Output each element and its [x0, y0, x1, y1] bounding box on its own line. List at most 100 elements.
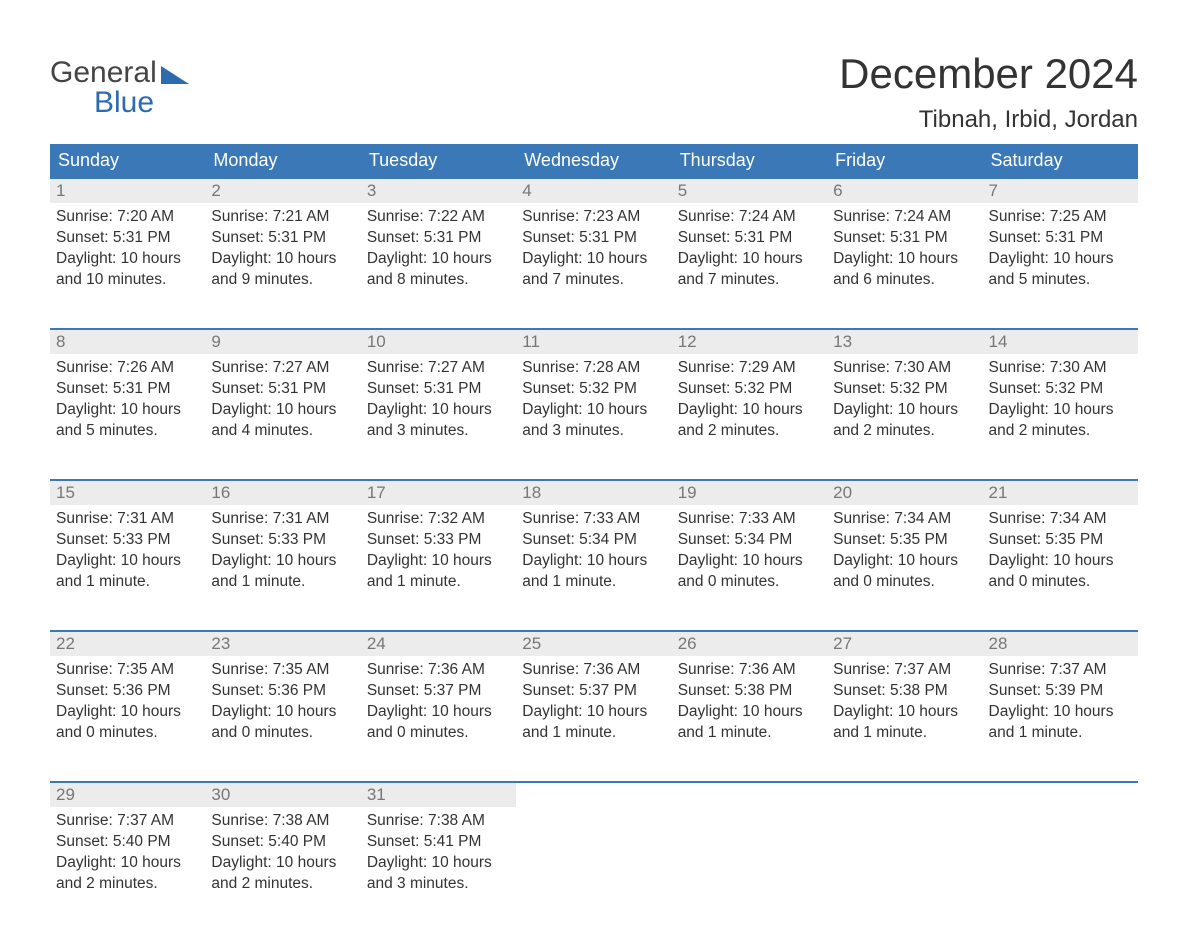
sunset-line: Sunset: 5:35 PM [989, 530, 1132, 551]
sunrise-line: Sunrise: 7:38 AM [211, 811, 354, 832]
week-content-row: Sunrise: 7:20 AMSunset: 5:31 PMDaylight:… [50, 203, 1138, 329]
daylight-line: Daylight: 10 hours and 4 minutes. [211, 400, 354, 442]
day-number: 15 [50, 480, 205, 505]
sunset-line: Sunset: 5:33 PM [367, 530, 510, 551]
sunset-line: Sunset: 5:37 PM [522, 681, 665, 702]
day-number: 25 [516, 631, 671, 656]
day-number: 14 [983, 329, 1138, 354]
daylight-line: Daylight: 10 hours and 2 minutes. [678, 400, 821, 442]
daylight-line: Daylight: 10 hours and 0 minutes. [989, 551, 1132, 593]
day-cell: Sunrise: 7:36 AMSunset: 5:37 PMDaylight:… [516, 656, 671, 782]
sunset-line: Sunset: 5:35 PM [833, 530, 976, 551]
location: Tibnah, Irbid, Jordan [839, 106, 1138, 134]
day-number: 22 [50, 631, 205, 656]
sunrise-line: Sunrise: 7:26 AM [56, 358, 199, 379]
day-number [983, 782, 1138, 807]
day-number: 23 [205, 631, 360, 656]
day-cell: Sunrise: 7:26 AMSunset: 5:31 PMDaylight:… [50, 354, 205, 480]
col-sun: Sunday [50, 144, 205, 178]
col-mon: Monday [205, 144, 360, 178]
sunset-line: Sunset: 5:38 PM [678, 681, 821, 702]
sunrise-line: Sunrise: 7:35 AM [56, 660, 199, 681]
day-cell: Sunrise: 7:34 AMSunset: 5:35 PMDaylight:… [983, 505, 1138, 631]
day-number: 10 [361, 329, 516, 354]
day-cell: Sunrise: 7:38 AMSunset: 5:40 PMDaylight:… [205, 807, 360, 933]
day-number: 13 [827, 329, 982, 354]
daylight-line: Daylight: 10 hours and 3 minutes. [367, 400, 510, 442]
day-cell [983, 807, 1138, 933]
day-cell: Sunrise: 7:34 AMSunset: 5:35 PMDaylight:… [827, 505, 982, 631]
logo-text-line2: Blue [94, 88, 189, 118]
day-number [827, 782, 982, 807]
day-number: 28 [983, 631, 1138, 656]
day-number: 4 [516, 178, 671, 203]
day-number: 1 [50, 178, 205, 203]
day-number: 21 [983, 480, 1138, 505]
sunset-line: Sunset: 5:36 PM [56, 681, 199, 702]
day-number: 16 [205, 480, 360, 505]
sunset-line: Sunset: 5:39 PM [989, 681, 1132, 702]
sunrise-line: Sunrise: 7:22 AM [367, 207, 510, 228]
sunrise-line: Sunrise: 7:30 AM [833, 358, 976, 379]
day-cell: Sunrise: 7:35 AMSunset: 5:36 PMDaylight:… [205, 656, 360, 782]
daylight-line: Daylight: 10 hours and 2 minutes. [833, 400, 976, 442]
day-cell: Sunrise: 7:37 AMSunset: 5:38 PMDaylight:… [827, 656, 982, 782]
daylight-line: Daylight: 10 hours and 1 minute. [989, 702, 1132, 744]
day-cell: Sunrise: 7:35 AMSunset: 5:36 PMDaylight:… [50, 656, 205, 782]
sunrise-line: Sunrise: 7:37 AM [833, 660, 976, 681]
col-sat: Saturday [983, 144, 1138, 178]
sunrise-line: Sunrise: 7:34 AM [989, 509, 1132, 530]
logo-text-line1: General [50, 58, 157, 88]
sunrise-line: Sunrise: 7:23 AM [522, 207, 665, 228]
weekday-header-row: Sunday Monday Tuesday Wednesday Thursday… [50, 144, 1138, 178]
week-content-row: Sunrise: 7:37 AMSunset: 5:40 PMDaylight:… [50, 807, 1138, 933]
sunrise-line: Sunrise: 7:24 AM [833, 207, 976, 228]
week-daynum-row: 891011121314 [50, 329, 1138, 354]
sunrise-line: Sunrise: 7:38 AM [367, 811, 510, 832]
header: General Blue December 2024 Tibnah, Irbid… [50, 50, 1138, 134]
sunrise-line: Sunrise: 7:33 AM [522, 509, 665, 530]
title-block: December 2024 Tibnah, Irbid, Jordan [839, 50, 1138, 134]
col-tue: Tuesday [361, 144, 516, 178]
day-cell: Sunrise: 7:37 AMSunset: 5:39 PMDaylight:… [983, 656, 1138, 782]
day-cell: Sunrise: 7:27 AMSunset: 5:31 PMDaylight:… [205, 354, 360, 480]
sunrise-line: Sunrise: 7:20 AM [56, 207, 199, 228]
sunset-line: Sunset: 5:38 PM [833, 681, 976, 702]
calendar-table: Sunday Monday Tuesday Wednesday Thursday… [50, 144, 1138, 933]
day-cell: Sunrise: 7:24 AMSunset: 5:31 PMDaylight:… [672, 203, 827, 329]
day-number: 2 [205, 178, 360, 203]
daylight-line: Daylight: 10 hours and 0 minutes. [56, 702, 199, 744]
week-daynum-row: 1234567 [50, 178, 1138, 203]
day-cell [827, 807, 982, 933]
sunset-line: Sunset: 5:34 PM [678, 530, 821, 551]
daylight-line: Daylight: 10 hours and 2 minutes. [989, 400, 1132, 442]
day-number [672, 782, 827, 807]
daylight-line: Daylight: 10 hours and 1 minute. [678, 702, 821, 744]
logo: General Blue [50, 50, 189, 118]
day-number: 3 [361, 178, 516, 203]
day-number: 5 [672, 178, 827, 203]
daylight-line: Daylight: 10 hours and 7 minutes. [522, 249, 665, 291]
day-cell: Sunrise: 7:30 AMSunset: 5:32 PMDaylight:… [983, 354, 1138, 480]
day-cell [516, 807, 671, 933]
daylight-line: Daylight: 10 hours and 6 minutes. [833, 249, 976, 291]
week-content-row: Sunrise: 7:26 AMSunset: 5:31 PMDaylight:… [50, 354, 1138, 480]
day-number: 6 [827, 178, 982, 203]
sunrise-line: Sunrise: 7:24 AM [678, 207, 821, 228]
week-content-row: Sunrise: 7:31 AMSunset: 5:33 PMDaylight:… [50, 505, 1138, 631]
week-content-row: Sunrise: 7:35 AMSunset: 5:36 PMDaylight:… [50, 656, 1138, 782]
sunrise-line: Sunrise: 7:30 AM [989, 358, 1132, 379]
week-daynum-row: 15161718192021 [50, 480, 1138, 505]
day-cell: Sunrise: 7:33 AMSunset: 5:34 PMDaylight:… [516, 505, 671, 631]
sunset-line: Sunset: 5:31 PM [56, 379, 199, 400]
daylight-line: Daylight: 10 hours and 10 minutes. [56, 249, 199, 291]
day-number: 11 [516, 329, 671, 354]
day-cell: Sunrise: 7:20 AMSunset: 5:31 PMDaylight:… [50, 203, 205, 329]
day-number: 20 [827, 480, 982, 505]
day-number: 17 [361, 480, 516, 505]
sunset-line: Sunset: 5:33 PM [56, 530, 199, 551]
day-number: 9 [205, 329, 360, 354]
day-cell: Sunrise: 7:23 AMSunset: 5:31 PMDaylight:… [516, 203, 671, 329]
sunrise-line: Sunrise: 7:37 AM [56, 811, 199, 832]
sunset-line: Sunset: 5:31 PM [211, 379, 354, 400]
